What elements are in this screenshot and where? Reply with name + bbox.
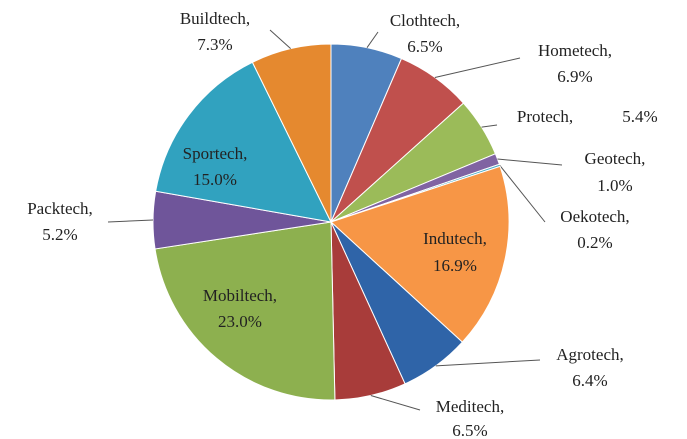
value-label: 6.5% [407, 37, 442, 56]
value-label: 5.2% [42, 225, 77, 244]
leader-line [434, 57, 521, 78]
slice-label: Oekotech, [560, 207, 629, 226]
slice-label: Geotech, [585, 149, 646, 168]
leader-line [435, 359, 541, 367]
value-label: 16.9% [433, 256, 477, 275]
pie-slice [154, 221, 336, 401]
slice-label: Clothtech, [390, 11, 460, 30]
leader-line [366, 31, 379, 48]
value-label: 1.0% [597, 176, 632, 195]
value-label: 6.5% [452, 421, 487, 439]
leader-line [499, 164, 546, 223]
slice-label: Sportech, [183, 144, 248, 163]
value-label: 6.4% [572, 371, 607, 390]
leader-line [107, 219, 154, 223]
leader-line [370, 395, 421, 411]
slice-label: Protech, [517, 107, 573, 126]
pie-slice [155, 61, 332, 223]
slice-label: Agrotech, [556, 345, 624, 364]
value-label: 7.3% [197, 35, 232, 54]
value-label: 6.9% [557, 67, 592, 86]
value-label: 0.2% [577, 233, 612, 252]
slice-label: Indutech, [423, 229, 487, 248]
slice-label: Meditech, [436, 397, 504, 416]
value-label: 23.0% [218, 312, 262, 331]
leader-line [481, 124, 498, 128]
slice-label: Mobiltech, [203, 286, 277, 305]
slice-label: Hometech, [538, 41, 612, 60]
leader-line [497, 158, 563, 166]
value-label: 5.4% [622, 107, 657, 126]
slice-label: Buildtech, [180, 9, 250, 28]
value-label: 15.0% [193, 170, 237, 189]
pie-slice [330, 165, 510, 343]
leader-line [269, 29, 291, 50]
slice-label: Packtech, [27, 199, 93, 218]
